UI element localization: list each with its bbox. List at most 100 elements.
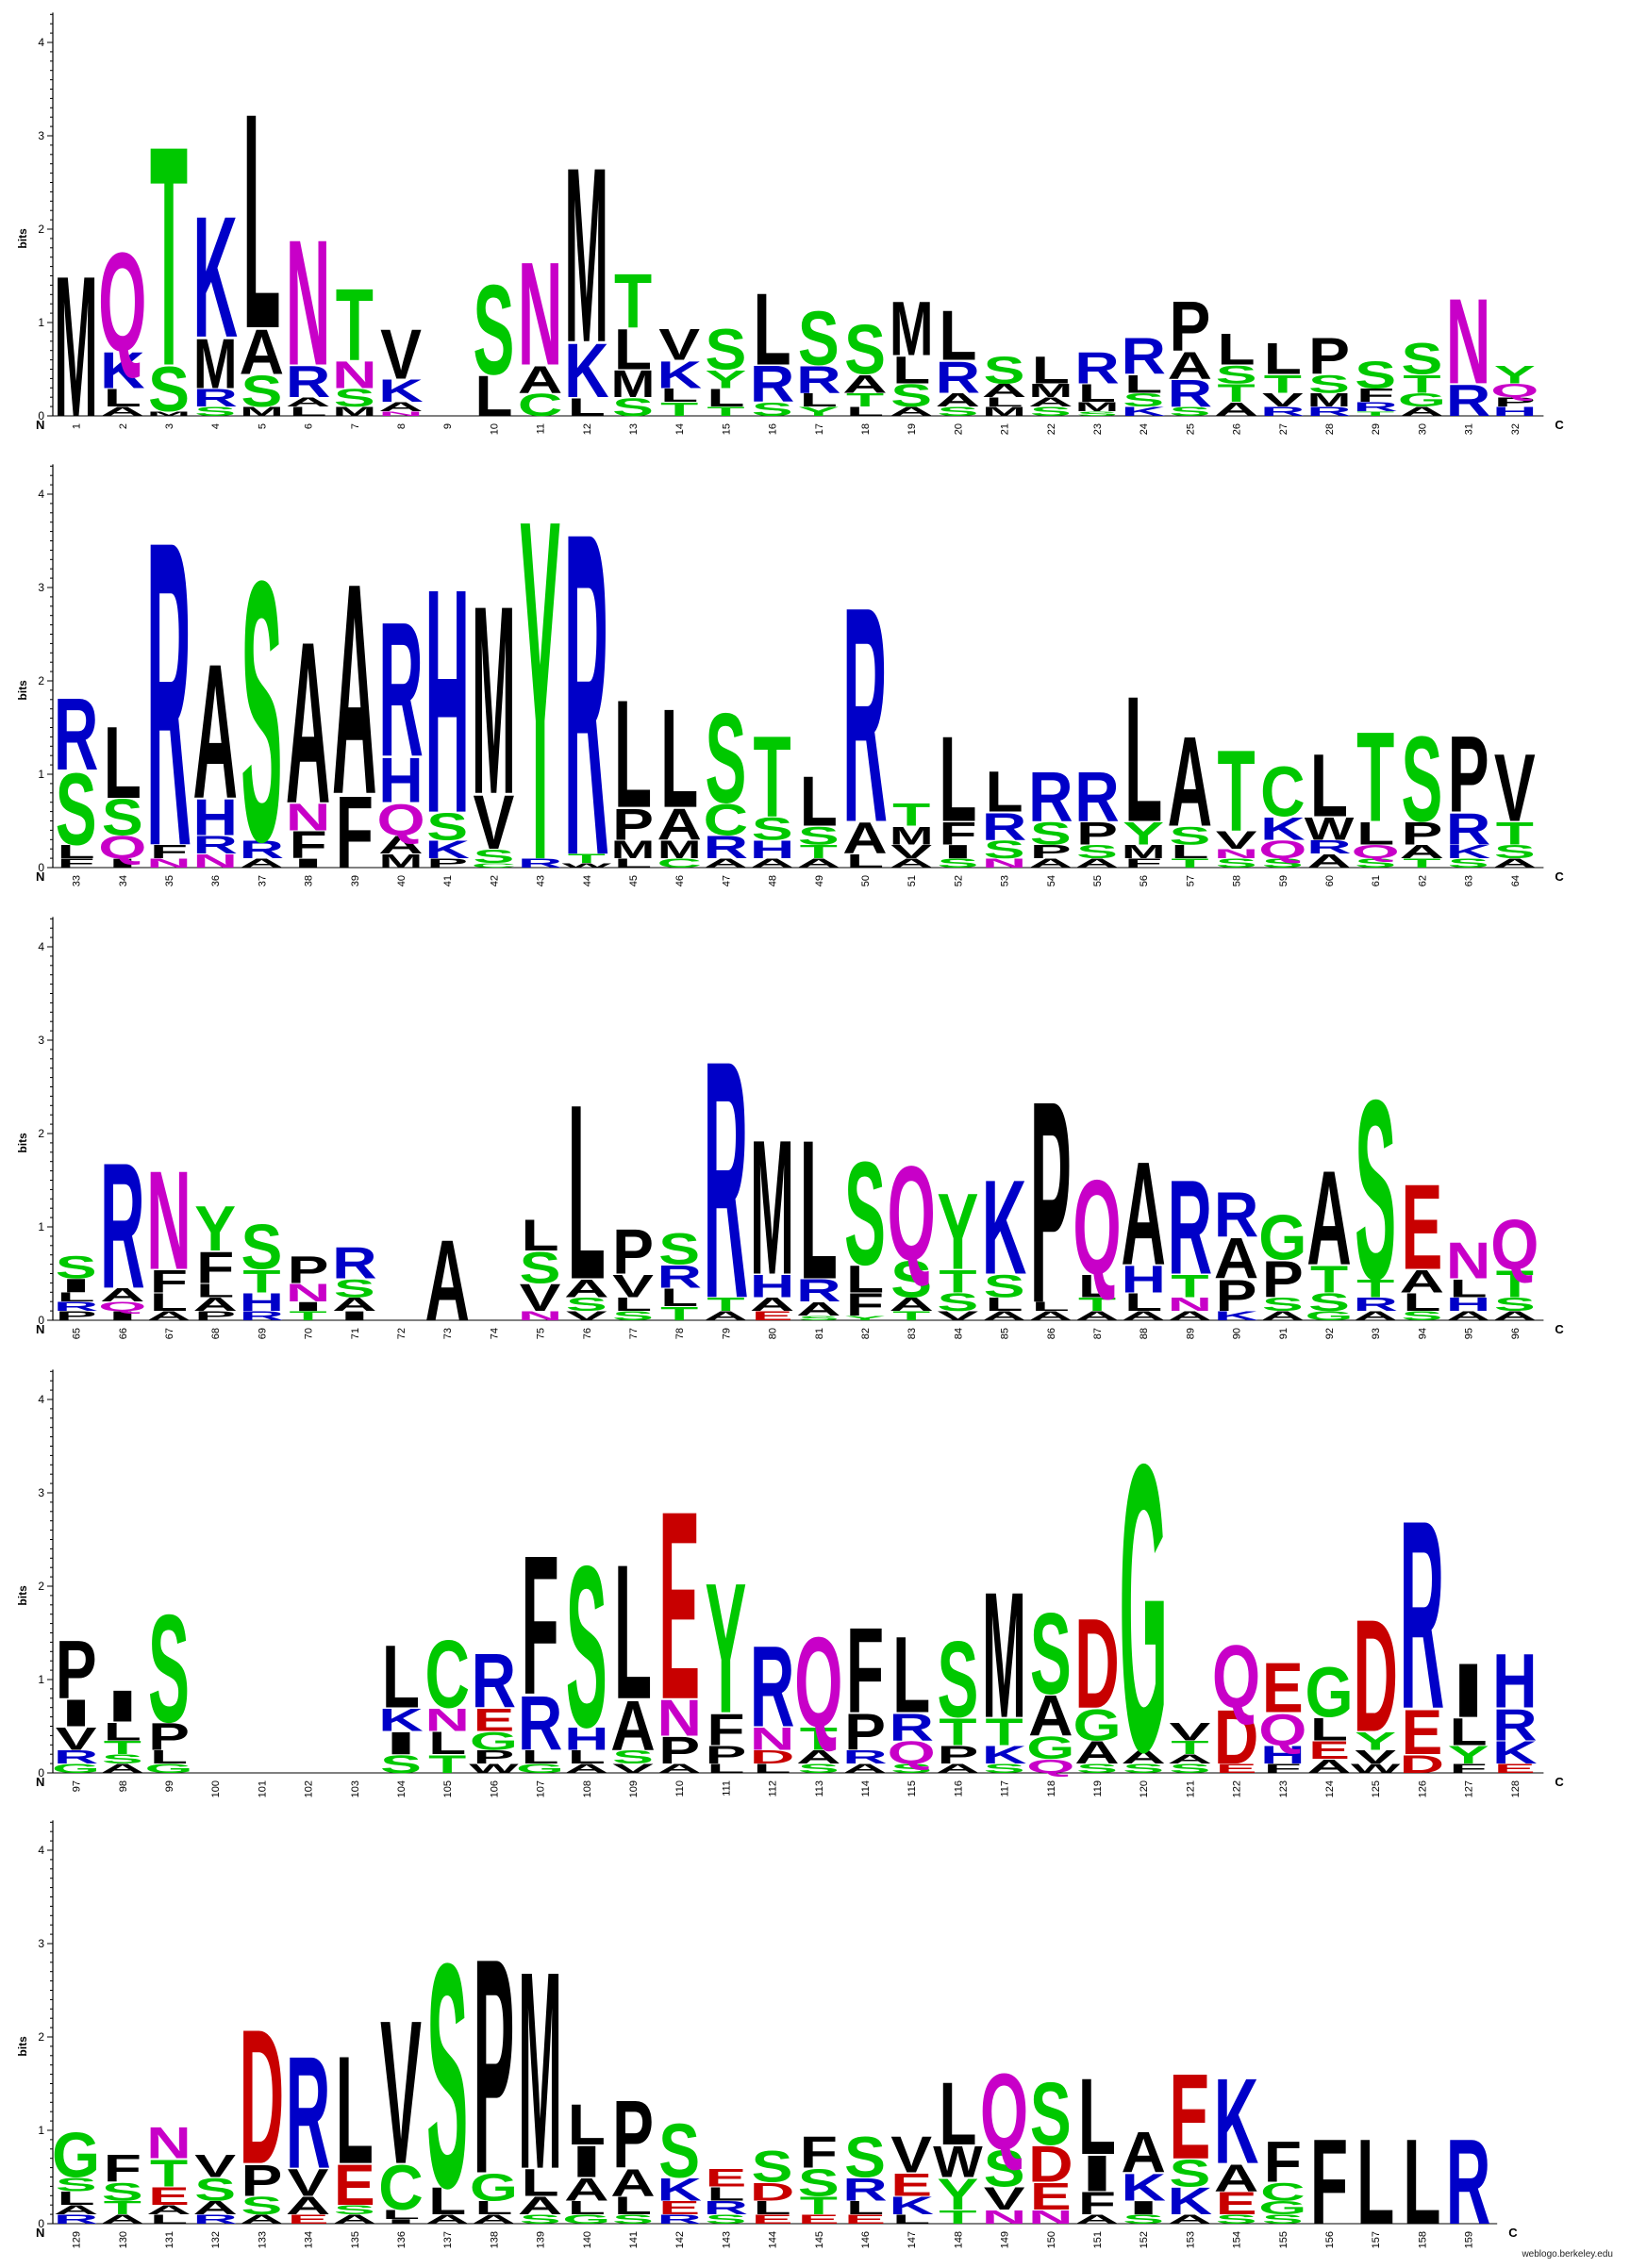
logo-letter: V: [984, 2181, 1025, 2217]
logo-letter: L: [336, 2026, 374, 2196]
logo-letter: Q: [98, 224, 146, 381]
logo-letter: A: [1121, 2122, 1165, 2185]
logo-letter: Y: [798, 405, 840, 419]
logo-letter: L: [58, 841, 95, 863]
position-label: 36: [210, 875, 222, 886]
logo-letter: L: [707, 383, 744, 412]
logo-letter: A: [1074, 856, 1119, 870]
logo-letter: A: [100, 2212, 144, 2227]
logo-letter: L: [568, 1051, 606, 1331]
logo-letter: P: [1076, 816, 1118, 852]
logo-letter: A: [1121, 1133, 1165, 1296]
logo-letter: R: [1121, 327, 1165, 385]
logo-letter: L: [428, 1726, 466, 1762]
logo-letter: C: [704, 795, 748, 845]
logo-letter: M: [1075, 400, 1119, 414]
logo-letter: L: [986, 761, 1023, 824]
logo-letter: L: [150, 1747, 188, 1768]
logo-letter: R: [1446, 376, 1490, 426]
position-label: 133: [257, 2231, 268, 2248]
logo-letter: S: [1169, 405, 1210, 419]
logo-letter: G: [1305, 1653, 1353, 1732]
logo-letter: S: [1169, 820, 1210, 850]
position-label: 112: [768, 1780, 779, 1797]
logo-letter: R: [192, 830, 237, 859]
position-label: 104: [396, 1780, 408, 1797]
logo-letter: S: [1401, 710, 1442, 847]
logo-letter: L: [522, 1747, 559, 1768]
logo-letter: V: [1355, 1747, 1397, 1768]
y-tick-label: 0: [38, 409, 44, 422]
y-tick-label: 0: [38, 1766, 44, 1780]
position-label: 71: [350, 1328, 361, 1339]
position-label: 15: [721, 423, 732, 435]
logo-letter: P: [56, 1309, 97, 1323]
logo-letter: N: [518, 233, 562, 396]
logo-letter: M: [518, 1912, 561, 2228]
logo-letter: F: [1264, 1762, 1302, 1776]
logo-letter: L: [939, 710, 976, 847]
logo-letter: T: [1356, 704, 1394, 849]
logo-letter: H: [1260, 1740, 1305, 1769]
position-label: 92: [1324, 1328, 1336, 1339]
logo-letter: S: [1355, 354, 1396, 396]
logo-letter: I: [384, 2218, 419, 2226]
logo-letter: Q: [888, 1137, 936, 1289]
logo-letter: V: [288, 2161, 329, 2204]
logo-letter: A: [889, 405, 933, 419]
logo-letter: S: [1216, 2212, 1257, 2227]
logo-letter: V: [520, 1277, 561, 1319]
logo-letter: L: [1124, 369, 1162, 398]
logo-letter: E: [1216, 1762, 1257, 1776]
logo-letter: L: [614, 1526, 652, 1740]
logo-letter: T: [1171, 856, 1208, 870]
logo-letter: A: [1306, 851, 1351, 872]
logo-letter: R: [54, 1747, 98, 1768]
logo-letter: L: [150, 2212, 188, 2227]
position-label: 86: [1046, 1328, 1057, 1339]
logo-letter: N: [750, 1721, 794, 1757]
logo-letter: N: [146, 2118, 191, 2168]
logo-letter: A: [332, 520, 376, 856]
logo-letter: L: [568, 2197, 606, 2219]
logo-letter: F: [707, 1705, 744, 1755]
logo-letter: I: [338, 1309, 373, 1323]
logo-letter: L: [1124, 659, 1162, 860]
logo-letter: E: [288, 2212, 329, 2227]
n-terminus-label: N: [36, 1775, 44, 1789]
logo-letter: S: [1494, 841, 1536, 863]
c-terminus-label: C: [1555, 869, 1564, 884]
position-label: 145: [814, 2231, 825, 2248]
position-label: 48: [768, 875, 779, 886]
logo-letter: K: [1121, 2166, 1165, 2209]
logo-letter: A: [1168, 1752, 1212, 1766]
y-axis-label: bits: [16, 2036, 29, 2057]
logo-letter: E: [705, 2163, 746, 2193]
logo-letter: A: [424, 1216, 469, 1345]
position-label: 139: [536, 2231, 547, 2248]
logo-letter: M: [240, 405, 283, 419]
logo-letter: S: [798, 2161, 840, 2204]
logo-letter: Y: [705, 364, 746, 393]
position-label: 128: [1510, 1780, 1522, 1797]
logo-letter: V: [380, 314, 422, 393]
logo-letter: I: [58, 1692, 93, 1735]
position-label: 79: [721, 1328, 732, 1339]
logo-letter: A: [518, 2191, 562, 2220]
logo-letter: L: [660, 385, 698, 406]
position-label: 60: [1324, 875, 1336, 886]
y-tick-label: 4: [38, 940, 44, 953]
logo-letter: A: [796, 1747, 840, 1768]
logo-letter: N: [146, 856, 191, 870]
logo-letter: A: [286, 395, 330, 409]
logo-letter: G: [470, 2166, 518, 2209]
logo-letter: L: [1403, 2113, 1440, 2250]
logo-letter: L: [290, 405, 327, 419]
position-label: 63: [1464, 875, 1475, 886]
logo-letter: K: [1492, 1735, 1538, 1771]
logo-letter: T: [336, 269, 374, 383]
logo-letter: M: [54, 235, 97, 459]
logo-letter: S: [473, 257, 514, 402]
logo-letter: V: [1262, 389, 1305, 411]
logo-letter: S: [241, 503, 282, 919]
